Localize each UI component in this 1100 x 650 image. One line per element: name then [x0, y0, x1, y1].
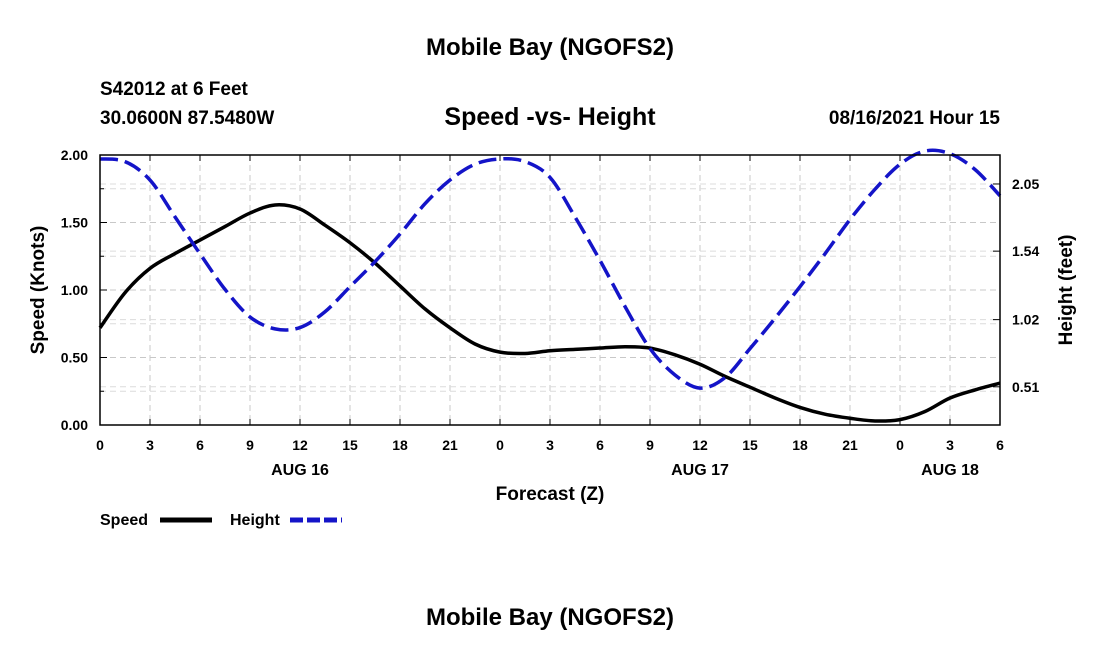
series-layer	[98, 148, 1002, 423]
legend-height-label: Height	[230, 512, 280, 529]
legend-speed-label: Speed	[100, 512, 148, 529]
y2-tick-label: 2.05	[1012, 176, 1039, 192]
grid	[100, 155, 1000, 425]
x-tick-label: 21	[442, 437, 458, 453]
x-tick-label: 21	[842, 437, 858, 453]
x-tick-label: 9	[246, 437, 254, 453]
x-day-label: AUG 18	[921, 462, 979, 479]
x-tick-label: 9	[646, 437, 654, 453]
x-tick-label: 3	[946, 437, 954, 453]
x-tick-label: 0	[496, 437, 504, 453]
coords-label: 30.0600N 87.5480W	[100, 108, 274, 129]
series-line-height	[99, 148, 1002, 390]
x-tick-label: 18	[792, 437, 808, 453]
y-tick-label: 0.00	[61, 417, 88, 433]
y2-tick-label: 1.02	[1012, 312, 1039, 328]
y2-tick-label: 0.51	[1012, 379, 1039, 395]
page-title-bottom: Mobile Bay (NGOFS2)	[426, 604, 674, 631]
y-tick-label: 2.00	[61, 147, 88, 163]
x-day-label: AUG 17	[671, 462, 729, 479]
y-tick-label: 1.00	[61, 282, 88, 298]
y-tick-label: 0.50	[61, 350, 88, 366]
x-tick-label: 18	[392, 437, 408, 453]
x-tick-label: 6	[996, 437, 1004, 453]
x-axis-title: Forecast (Z)	[496, 484, 605, 505]
y2-tick-label: 1.54	[1012, 243, 1039, 259]
legend: Speed Height	[100, 512, 342, 529]
y-axis-title: Speed (Knots)	[28, 226, 49, 355]
y-tick-label: 1.50	[61, 215, 88, 231]
x-tick-label: 15	[342, 437, 358, 453]
datetime-label: 08/16/2021 Hour 15	[829, 108, 1001, 129]
plot-title: Speed -vs- Height	[444, 103, 656, 131]
x-day-label: AUG 16	[271, 462, 329, 479]
y2-axis-title: Height (feet)	[1056, 235, 1077, 346]
x-tick-label: 15	[742, 437, 758, 453]
x-tick-label: 6	[196, 437, 204, 453]
x-tick-label: 3	[546, 437, 554, 453]
station-label: S42012 at 6 Feet	[100, 79, 249, 100]
x-tick-label: 0	[96, 437, 104, 453]
x-tick-label: 3	[146, 437, 154, 453]
x-tick-label: 12	[692, 437, 708, 453]
x-tick-label: 6	[596, 437, 604, 453]
x-tick-label: 12	[292, 437, 308, 453]
page-title-top: Mobile Bay (NGOFS2)	[426, 34, 674, 61]
series-line-speed	[98, 203, 1001, 423]
axes: 0 3 6 9 12 15 18 21 0 3 6 9 12 15 18 21 0 3 6 AUG 16 AUG 17 A…	[61, 147, 1040, 479]
x-tick-label: 0	[896, 437, 904, 453]
